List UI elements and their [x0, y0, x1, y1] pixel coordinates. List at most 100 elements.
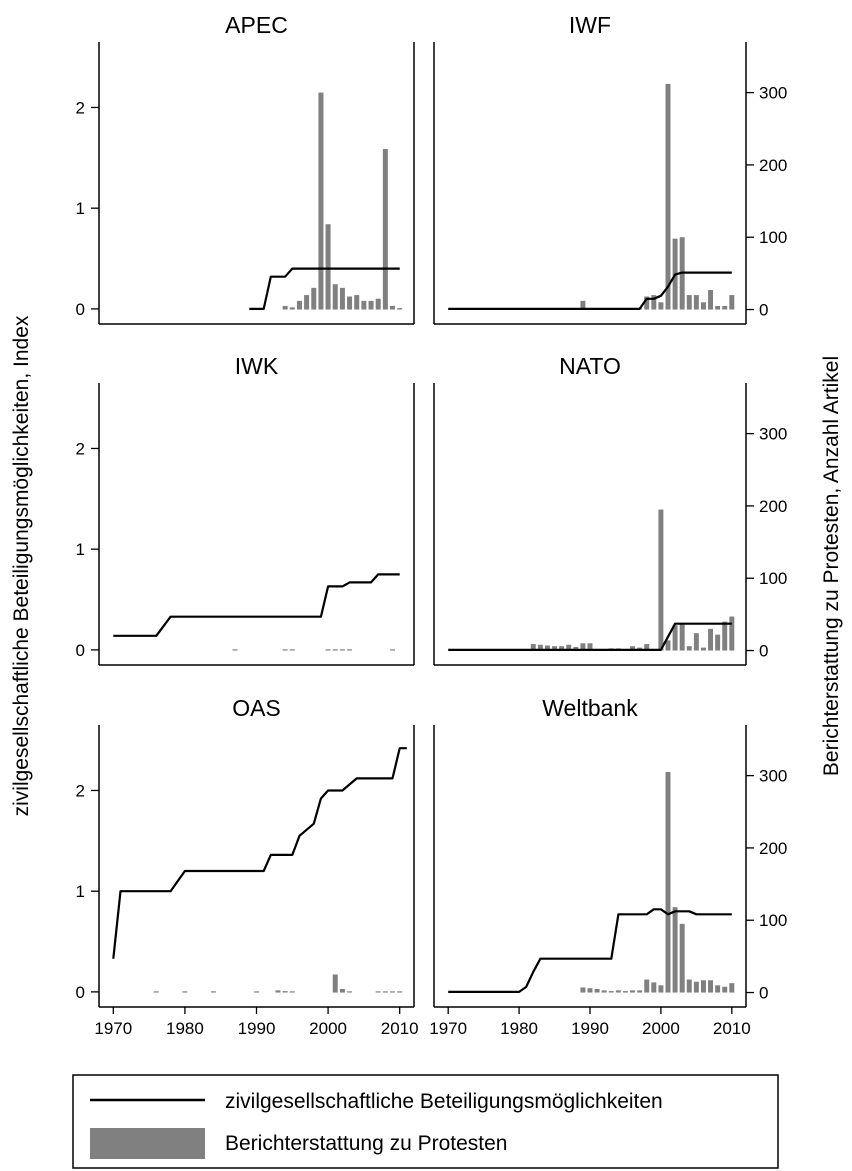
bar-nato-1990: [587, 643, 593, 651]
bar-nato-2004: [686, 646, 692, 651]
bar-weltbank-1990: [587, 988, 593, 993]
bar-iwf-2008: [715, 305, 721, 310]
legend-bar-swatch: [90, 1128, 205, 1159]
x-tick-label-weltbank-1980: 1980: [500, 1019, 538, 1038]
bar-oas-2010: [397, 991, 403, 993]
bar-apec-1995: [289, 307, 295, 310]
bar-nato-2006: [700, 647, 706, 651]
left-tick-label-iwk-1: 1: [76, 540, 85, 559]
bar-oas-1990: [253, 991, 260, 993]
x-tick-label-oas-1970: 1970: [94, 1019, 132, 1038]
bar-iwf-2004: [686, 295, 692, 310]
bar-iwf-2006: [700, 302, 706, 310]
bar-nato-2009: [722, 621, 728, 651]
right-tick-label-nato-0: 0: [759, 642, 768, 661]
panels-layer: APEC012IWF0100200300IWK012NATO0100200300…: [76, 12, 788, 1038]
panel-title-nato: NATO: [559, 353, 621, 379]
legend-box: [72, 1074, 779, 1169]
left-tick-label-iwk-0: 0: [76, 641, 85, 660]
left-axis-title: zivilgesellschaftliche Beteiligungsmögli…: [10, 315, 33, 816]
bar-apec-2003: [347, 296, 353, 310]
bar-weltbank-2009: [722, 986, 728, 993]
bar-apec-1996: [296, 300, 302, 310]
bar-oas-2001: [332, 974, 338, 993]
legend-line-label: zivilgesellschaftliche Beteiligungsmögli…: [225, 1090, 663, 1113]
bar-weltbank-2007: [708, 980, 714, 993]
bar-weltbank-2003: [679, 923, 685, 993]
left-tick-label-apec-0: 0: [76, 300, 85, 319]
bar-apec-2004: [354, 295, 360, 310]
bar-iwf-2005: [693, 295, 699, 310]
panel-title-iwk: IWK: [235, 353, 279, 379]
bar-nato-1996: [630, 646, 636, 651]
bar-oas-2007: [375, 991, 381, 993]
x-tick-label-weltbank-1970: 1970: [429, 1019, 467, 1038]
bar-weltbank-2000: [658, 985, 664, 993]
bar-oas-2002: [339, 988, 345, 993]
right-tick-label-iwf-0: 0: [759, 301, 768, 320]
bar-nato-2008: [715, 634, 721, 651]
panel-title-weltbank: Weltbank: [542, 695, 638, 721]
panel-apec: APEC 0 1 2: [76, 12, 415, 325]
left-tick-label-apec-2: 2: [76, 98, 85, 117]
bar-iwk-1995: [289, 649, 295, 651]
left-tick-label-oas-1: 1: [76, 882, 85, 901]
bar-weltbank-2001: [665, 772, 671, 993]
left-tick-label-oas-0: 0: [76, 983, 85, 1002]
left-tick-label-oas-2: 2: [76, 781, 85, 800]
bar-oas-1984: [211, 991, 217, 993]
bar-oas-1993: [275, 990, 281, 993]
bar-weltbank-1995: [622, 991, 628, 993]
line-iwk: [113, 573, 400, 637]
bar-weltbank-1989: [580, 987, 586, 993]
bar-apec-1994: [282, 305, 288, 310]
left-tick-label-iwk-2: 2: [76, 439, 85, 458]
x-tick-label-oas-1990: 1990: [238, 1019, 276, 1038]
bar-iwf-1989: [580, 300, 586, 310]
bar-nato-1985: [552, 646, 558, 651]
bar-apec-2006: [368, 300, 374, 310]
panel-nato: NATO 0 100 200 300: [433, 353, 787, 666]
bar-nato-2000: [658, 509, 664, 651]
bar-weltbank-1998: [644, 979, 650, 993]
bar-iwf-2001: [665, 83, 671, 310]
bar-nato-2005: [693, 633, 699, 651]
bar-iwf-2010: [729, 295, 735, 310]
bar-apec-2008: [382, 149, 388, 310]
bar-oas-1995: [289, 991, 295, 993]
bar-iwk-1987: [232, 649, 238, 651]
bar-nato-2010: [729, 616, 735, 651]
bar-weltbank-1992: [601, 990, 607, 993]
bar-nato-1998: [644, 644, 650, 651]
x-tick-label-weltbank-2010: 2010: [713, 1019, 751, 1038]
legend: zivilgesellschaftliche Beteiligungsmögli…: [72, 1074, 779, 1169]
bar-apec-2010: [397, 308, 403, 310]
bar-apec-2001: [332, 284, 338, 310]
line-oas: [112, 747, 407, 959]
right-tick-label-weltbank-0: 0: [759, 984, 768, 1003]
right-tick-label-iwf-300: 300: [759, 84, 787, 103]
bar-apec-2005: [361, 300, 367, 310]
panel-title-iwf: IWF: [569, 12, 611, 38]
x-tick-label-weltbank-1990: 1990: [571, 1019, 609, 1038]
panel-oas: OAS 0 1 2 1970 1980 1990 2000 2010: [76, 695, 419, 1038]
right-tick-label-iwf-100: 100: [759, 228, 787, 247]
bar-nato-1983: [537, 644, 543, 651]
bar-oas-2008: [382, 991, 388, 993]
bar-apec-2000: [325, 224, 331, 310]
left-tick-label-apec-1: 1: [76, 199, 85, 218]
bar-iwk-2001: [332, 649, 338, 651]
right-tick-label-iwf-200: 200: [759, 156, 787, 175]
bar-iwf-2007: [708, 290, 714, 310]
bar-oas-1976: [153, 991, 159, 993]
panel-iwk: IWK 0 1 2: [76, 353, 415, 666]
bar-weltbank-1999: [651, 982, 657, 993]
right-tick-label-nato-200: 200: [759, 497, 787, 516]
bar-weltbank-1993: [608, 991, 614, 993]
panel-title-oas: OAS: [232, 695, 281, 721]
right-tick-label-weltbank-300: 300: [759, 767, 787, 786]
bar-apec-1998: [311, 287, 317, 310]
bar-nato-1988: [573, 646, 579, 651]
legend-bar-label: Berichterstattung zu Protesten: [225, 1132, 508, 1155]
